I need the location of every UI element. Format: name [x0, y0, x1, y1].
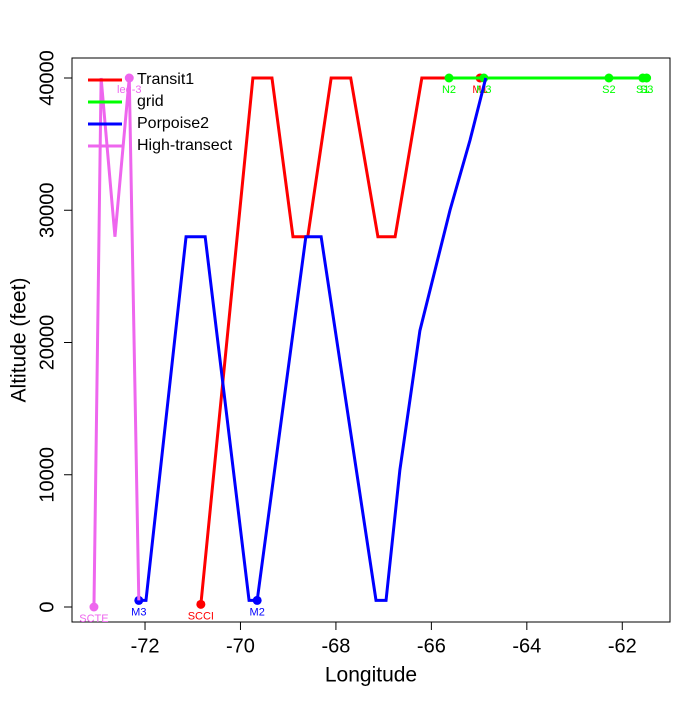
legend-label: High-transect — [137, 137, 233, 154]
y-axis-title: Altitude (feet) — [8, 278, 31, 403]
point-label: M2 — [250, 606, 265, 618]
point-label: S1 — [636, 84, 649, 96]
point-marker — [124, 73, 134, 83]
point-marker — [196, 599, 206, 609]
point-marker — [604, 73, 614, 83]
point-label: S2 — [602, 84, 615, 96]
y-tick-label: 0 — [36, 601, 58, 612]
x-tick-label: -70 — [226, 635, 255, 657]
x-axis-title: Longitude — [325, 664, 417, 687]
point-label: N2 — [442, 84, 456, 96]
point-marker — [642, 73, 652, 83]
series-line — [138, 77, 488, 602]
y-tick-label: 40000 — [36, 50, 58, 106]
point-label: SCTE — [79, 613, 108, 625]
point-label: leg-3 — [117, 84, 141, 96]
legend-label: Transit1 — [137, 71, 194, 88]
point-label: SCCI — [188, 610, 214, 622]
legend-label: Porpoise2 — [137, 115, 209, 132]
legend-label: grid — [137, 93, 164, 110]
x-tick-label: -66 — [417, 635, 446, 657]
point-marker — [89, 602, 99, 612]
point-marker — [444, 73, 454, 83]
x-tick-label: -68 — [321, 635, 350, 657]
plot-box — [71, 57, 671, 623]
x-tick-label: -72 — [131, 635, 160, 657]
y-tick-label: 30000 — [36, 182, 58, 238]
point-marker — [252, 595, 262, 605]
x-tick-label: -64 — [512, 635, 541, 657]
x-tick-label: -62 — [608, 635, 637, 657]
series-line — [199, 76, 481, 605]
y-tick-label: 10000 — [36, 447, 58, 503]
point-label: M3 — [131, 606, 146, 618]
point-label: S3 — [640, 84, 653, 96]
series-line — [92, 77, 141, 608]
y-tick-label: 20000 — [36, 315, 58, 371]
